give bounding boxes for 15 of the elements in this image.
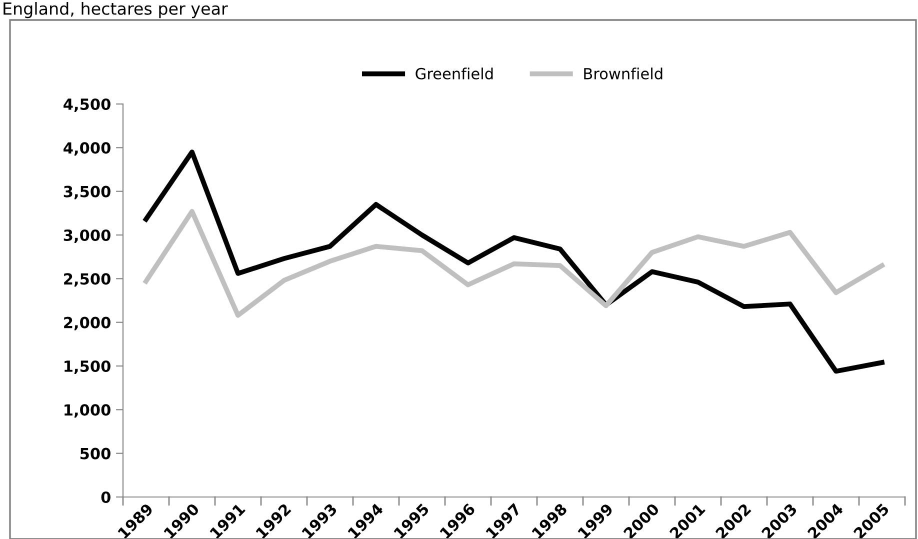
y-tick-label: 3,000 bbox=[64, 229, 110, 243]
y-tick-label: 0 bbox=[101, 491, 110, 504]
y-tick-label: 3,500 bbox=[64, 186, 110, 200]
line-series bbox=[144, 208, 884, 318]
y-tick-label: 1,000 bbox=[64, 404, 110, 418]
y-tick-label: 2,500 bbox=[64, 273, 110, 287]
legend-label: Brownfield bbox=[584, 68, 662, 80]
y-tick-label: 4,000 bbox=[64, 142, 110, 156]
line-series bbox=[144, 150, 884, 374]
y-tick-label: 500 bbox=[80, 448, 110, 460]
y-tick-label: 2,000 bbox=[64, 316, 110, 330]
y-tick-label: 4,500 bbox=[64, 98, 110, 112]
chart-title: England, hectares per year bbox=[4, 2, 228, 18]
y-tick-label: 1,500 bbox=[64, 360, 110, 374]
legend-label: Greenfield bbox=[416, 68, 493, 80]
